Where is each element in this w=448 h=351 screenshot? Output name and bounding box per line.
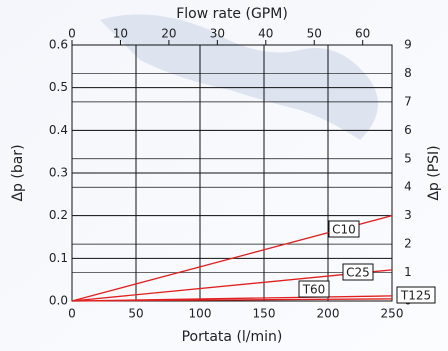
y2-title: Δp (PSI) [426,145,442,200]
x2-tick-label: 40 [258,27,273,41]
series-label: C25 [346,266,370,280]
x-title: Portata (l/min) [182,329,283,345]
x2-tick-label: 20 [161,27,176,41]
y-tick-label: 0.2 [49,208,68,222]
y2-tick-label: 9 [404,38,412,52]
y2-tick-label: 2 [404,237,412,251]
y2-tick-label: 1 [404,265,412,279]
y-title: Δp (bar) [10,144,26,201]
y2-tick-label: 6 [404,123,412,137]
x-tick-label: 50 [128,307,143,321]
series-label: T60 [302,283,326,297]
plot-frame [71,44,393,302]
y2-tick-label: 3 [404,208,412,222]
y2-tick-label: 4 [404,180,412,194]
y-tick-label: 0.4 [49,123,68,137]
y-tick-label: 0.6 [49,38,68,52]
y2-tick-label: 7 [404,94,412,108]
y-tick-label: 0.1 [49,251,68,265]
x2-tick-label: 50 [307,27,322,41]
x2-tick-label: 0 [68,27,76,41]
x2-tick-label: 10 [113,27,128,41]
x-tick-label: 250 [381,307,404,321]
series-line [71,298,393,302]
series-label: C10 [332,223,356,237]
map-shape [100,14,378,140]
x-tick-label: 0 [68,307,76,321]
series-label-box [342,263,374,281]
y-tick-label: 0.0 [49,294,68,308]
y2-tick-label: 8 [404,66,412,80]
x-tick-label: 100 [189,307,212,321]
y2-tick-label: 5 [404,151,412,165]
y-tick-label: 0.3 [49,166,68,180]
x2-title: Flow rate (GPM) [176,6,288,22]
series-label-box [298,280,330,298]
y-tick-label: 0.5 [49,80,68,94]
series-label-box [396,286,436,304]
x2-tick-label: 60 [355,27,370,41]
x-tick-label: 200 [317,307,340,321]
series-label-box [328,220,360,238]
x-tick-label: 150 [253,307,276,321]
series-label: T125 [400,289,431,303]
series-line [71,269,393,302]
x2-tick-label: 30 [210,27,225,41]
